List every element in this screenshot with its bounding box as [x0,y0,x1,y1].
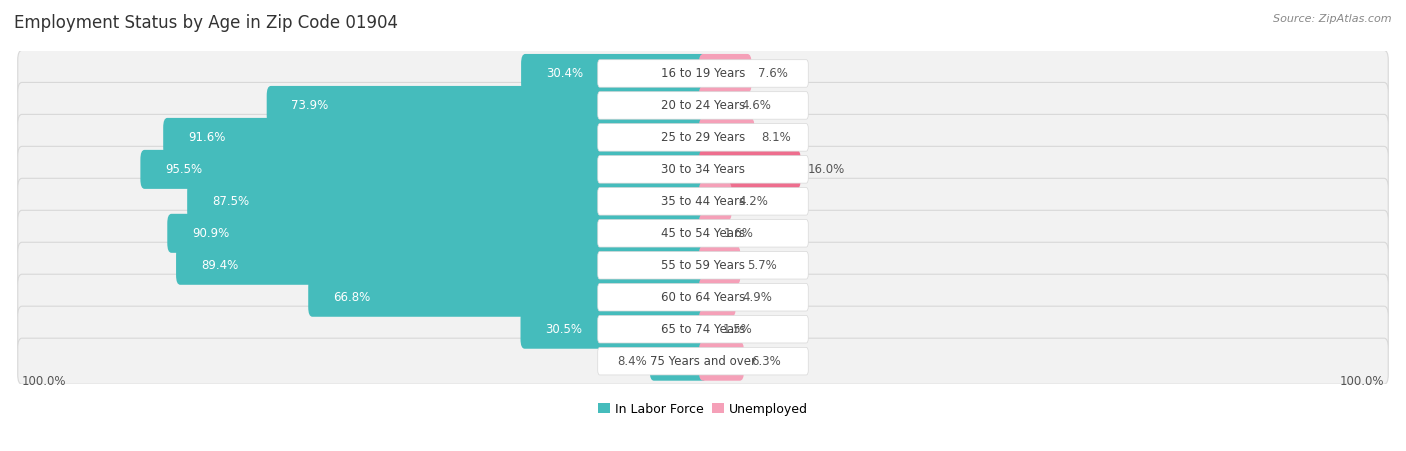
FancyBboxPatch shape [18,242,1388,288]
FancyBboxPatch shape [598,220,808,247]
FancyBboxPatch shape [18,210,1388,256]
Text: 5.7%: 5.7% [748,259,778,272]
FancyBboxPatch shape [163,118,707,157]
Text: 100.0%: 100.0% [1340,374,1384,387]
FancyBboxPatch shape [699,214,717,253]
FancyBboxPatch shape [699,86,734,125]
FancyBboxPatch shape [598,284,808,311]
FancyBboxPatch shape [699,54,752,93]
Text: 1.5%: 1.5% [723,323,752,336]
FancyBboxPatch shape [598,188,808,215]
Text: 90.9%: 90.9% [193,227,229,240]
Text: 6.3%: 6.3% [751,354,780,368]
FancyBboxPatch shape [699,150,800,189]
FancyBboxPatch shape [699,310,716,349]
Text: 73.9%: 73.9% [291,99,329,112]
Text: 30 to 34 Years: 30 to 34 Years [661,163,745,176]
FancyBboxPatch shape [699,246,741,285]
FancyBboxPatch shape [598,252,808,279]
FancyBboxPatch shape [699,342,744,381]
FancyBboxPatch shape [18,306,1388,352]
Text: 30.4%: 30.4% [546,67,583,80]
Text: 20 to 24 Years: 20 to 24 Years [661,99,745,112]
FancyBboxPatch shape [167,214,707,253]
FancyBboxPatch shape [522,54,707,93]
FancyBboxPatch shape [18,115,1388,161]
Text: 8.1%: 8.1% [762,131,792,144]
Text: 55 to 59 Years: 55 to 59 Years [661,259,745,272]
FancyBboxPatch shape [598,124,808,151]
FancyBboxPatch shape [650,342,707,381]
Text: 91.6%: 91.6% [188,131,225,144]
Text: 25 to 29 Years: 25 to 29 Years [661,131,745,144]
FancyBboxPatch shape [699,118,755,157]
Legend: In Labor Force, Unemployed: In Labor Force, Unemployed [593,397,813,420]
FancyBboxPatch shape [18,274,1388,320]
FancyBboxPatch shape [187,182,707,221]
Text: 8.4%: 8.4% [617,354,647,368]
FancyBboxPatch shape [598,156,808,183]
Text: Employment Status by Age in Zip Code 01904: Employment Status by Age in Zip Code 019… [14,14,398,32]
Text: 16 to 19 Years: 16 to 19 Years [661,67,745,80]
Text: 100.0%: 100.0% [22,374,66,387]
FancyBboxPatch shape [176,246,707,285]
Text: 35 to 44 Years: 35 to 44 Years [661,195,745,208]
Text: 4.2%: 4.2% [738,195,769,208]
Text: 7.6%: 7.6% [758,67,789,80]
FancyBboxPatch shape [18,83,1388,129]
FancyBboxPatch shape [699,278,735,317]
FancyBboxPatch shape [308,278,707,317]
FancyBboxPatch shape [267,86,707,125]
Text: 4.6%: 4.6% [741,99,770,112]
FancyBboxPatch shape [598,92,808,119]
Text: 30.5%: 30.5% [546,323,582,336]
Text: 75 Years and over: 75 Years and over [650,354,756,368]
Text: 60 to 64 Years: 60 to 64 Years [661,291,745,304]
Text: 95.5%: 95.5% [165,163,202,176]
FancyBboxPatch shape [18,338,1388,384]
FancyBboxPatch shape [18,147,1388,193]
Text: 16.0%: 16.0% [807,163,845,176]
Text: 87.5%: 87.5% [212,195,249,208]
FancyBboxPatch shape [18,178,1388,224]
FancyBboxPatch shape [520,310,707,349]
Text: 66.8%: 66.8% [333,291,370,304]
Text: Source: ZipAtlas.com: Source: ZipAtlas.com [1274,14,1392,23]
FancyBboxPatch shape [598,60,808,87]
Text: 1.6%: 1.6% [723,227,754,240]
FancyBboxPatch shape [598,316,808,343]
Text: 4.9%: 4.9% [742,291,772,304]
Text: 65 to 74 Years: 65 to 74 Years [661,323,745,336]
Text: 45 to 54 Years: 45 to 54 Years [661,227,745,240]
FancyBboxPatch shape [699,182,731,221]
FancyBboxPatch shape [18,51,1388,97]
FancyBboxPatch shape [598,347,808,375]
Text: 89.4%: 89.4% [201,259,238,272]
FancyBboxPatch shape [141,150,707,189]
